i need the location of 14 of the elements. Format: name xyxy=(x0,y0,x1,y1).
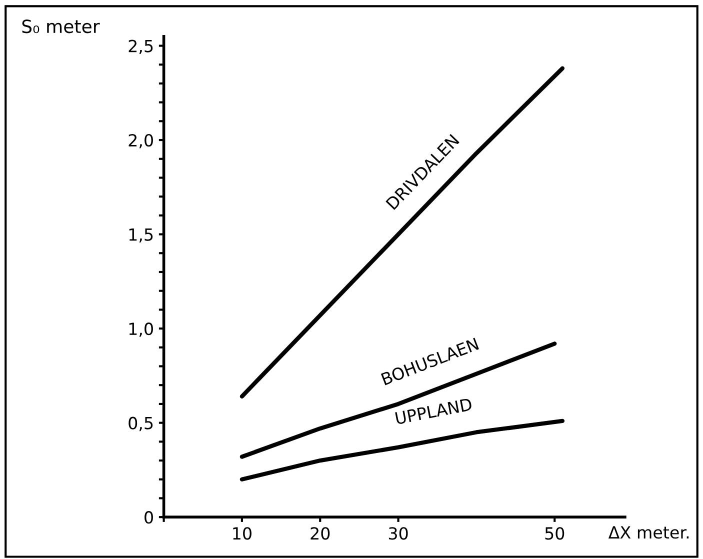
text: UPPLAND xyxy=(395,398,472,425)
y-tick-label: 2,0 xyxy=(128,134,153,148)
x-axis-title: ΔX meter. xyxy=(608,526,689,539)
y-axis-title: S₀ meter xyxy=(22,20,100,34)
x-tick-label: 10 xyxy=(233,527,252,540)
y-tick-label: 1,0 xyxy=(129,322,153,337)
line-series xyxy=(240,66,565,399)
x-tick-label: 20 xyxy=(310,527,330,540)
x-tick-label: 30 xyxy=(388,527,408,540)
y-tick-label: 2,5 xyxy=(128,40,153,54)
y-tick-label: 1,5 xyxy=(129,228,153,243)
x-tick-label: 50 xyxy=(545,527,564,540)
y-tick-label: 0,5 xyxy=(128,416,153,432)
y-tick-label: 0 xyxy=(144,511,153,524)
